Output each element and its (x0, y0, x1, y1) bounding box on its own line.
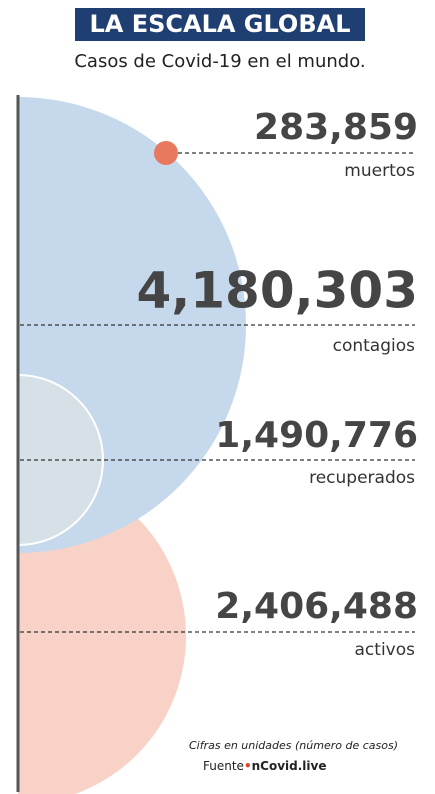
label: muertos (344, 161, 415, 181)
muertos-dot (154, 141, 178, 165)
bullet: • (244, 759, 252, 773)
note: Cifras en unidades (número de casos) (189, 739, 398, 752)
activos-circle (18, 468, 186, 794)
title-bar (75, 8, 365, 41)
source: nCovid.live (252, 759, 327, 773)
source-line: Fuente•nCovid.live (203, 759, 326, 773)
label: activos (355, 640, 416, 660)
label: contagios (333, 336, 416, 356)
value: 283,859 (254, 107, 418, 148)
value: 4,180,303 (136, 262, 418, 320)
source-label: Fuente (203, 759, 244, 773)
title: LA ESCALA GLOBAL (89, 10, 350, 38)
value: 1,490,776 (215, 415, 418, 456)
recuperados-circle (18, 374, 104, 546)
label: recuperados (309, 468, 415, 488)
value: 2,406,488 (215, 586, 418, 627)
subtitle: Casos de Covid-19 en el mundo. (74, 51, 365, 72)
